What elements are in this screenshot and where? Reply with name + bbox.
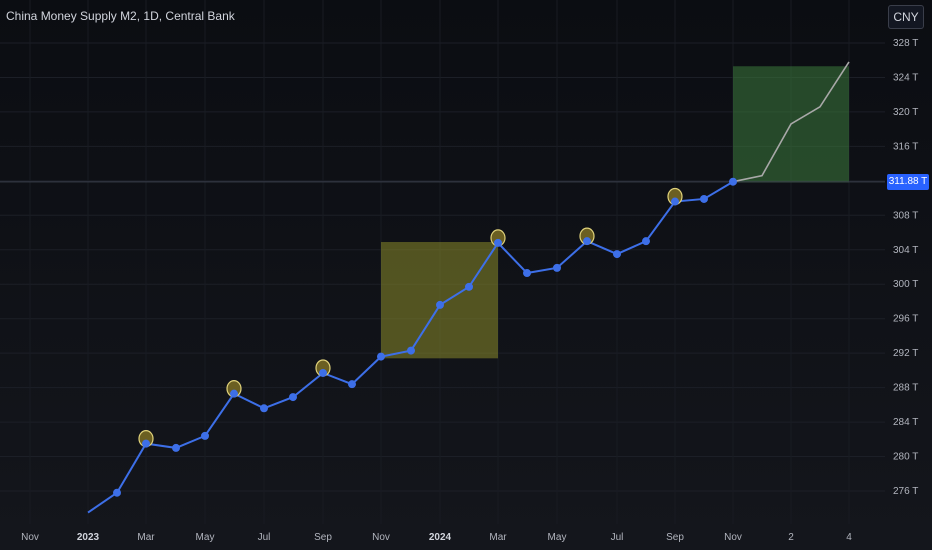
currency-button[interactable]: CNY bbox=[888, 5, 924, 29]
data-point bbox=[319, 368, 327, 377]
x-tick-label: 2024 bbox=[429, 532, 452, 543]
data-point bbox=[142, 439, 150, 448]
data-point bbox=[289, 393, 297, 402]
x-tick-label: Nov bbox=[724, 532, 742, 543]
x-tick-label: 4 bbox=[846, 532, 852, 543]
highlight-boxes bbox=[381, 66, 849, 359]
last-price-badge: 311.88 T bbox=[887, 173, 929, 190]
y-tick-label: 324 T bbox=[893, 72, 918, 83]
grid-lines bbox=[0, 0, 885, 524]
x-tick-label: Sep bbox=[666, 532, 684, 543]
y-tick-label: 308 T bbox=[893, 210, 918, 221]
x-tick-label: 2 bbox=[788, 532, 794, 543]
y-tick-label: 300 T bbox=[893, 279, 918, 290]
data-point bbox=[583, 237, 591, 246]
chart-title: China Money Supply M2, 1D, Central Bank bbox=[6, 9, 235, 23]
data-point bbox=[407, 346, 415, 355]
x-tick-label: Nov bbox=[21, 532, 39, 543]
x-tick-label: Nov bbox=[372, 532, 390, 543]
x-tick-label: Jul bbox=[258, 532, 271, 543]
data-point bbox=[201, 431, 209, 440]
y-tick-label: 296 T bbox=[893, 314, 918, 325]
x-tick-label: Mar bbox=[137, 532, 155, 543]
x-tick-label: May bbox=[196, 532, 215, 543]
x-axis[interactable]: Nov 2023 Mar May Jul Sep Nov 2024 Mar May Jul Sep No… bbox=[21, 532, 852, 543]
data-point bbox=[553, 263, 561, 272]
data-point bbox=[523, 269, 531, 278]
y-tick-label: 276 T bbox=[893, 486, 918, 497]
data-point bbox=[613, 250, 621, 259]
data-point bbox=[642, 237, 650, 246]
x-tick-label: 2023 bbox=[77, 532, 100, 543]
y-tick-label: 320 T bbox=[893, 107, 918, 118]
data-point bbox=[172, 443, 180, 452]
series-line-projection bbox=[732, 61, 850, 183]
data-point bbox=[671, 197, 679, 206]
x-tick-label: May bbox=[548, 532, 567, 543]
data-point bbox=[113, 488, 121, 497]
highlight-box-yellow bbox=[381, 242, 498, 359]
y-tick-label: 292 T bbox=[893, 348, 918, 359]
x-tick-label: Sep bbox=[314, 532, 332, 543]
data-point bbox=[700, 194, 708, 203]
data-point bbox=[436, 300, 444, 309]
y-tick-label: 304 T bbox=[893, 245, 918, 256]
x-tick-label: Mar bbox=[489, 532, 507, 543]
y-tick-label: 328 T bbox=[893, 38, 918, 49]
data-point bbox=[465, 282, 473, 291]
data-points bbox=[113, 177, 737, 497]
y-tick-label: 284 T bbox=[893, 417, 918, 428]
data-point bbox=[377, 352, 385, 361]
y-tick-label: 288 T bbox=[893, 383, 918, 394]
y-tick-label: 280 T bbox=[893, 452, 918, 463]
data-point bbox=[494, 238, 502, 247]
data-point bbox=[729, 177, 737, 186]
data-point bbox=[260, 404, 268, 413]
y-tick-label: 316 T bbox=[893, 141, 918, 152]
data-point bbox=[348, 380, 356, 389]
x-tick-label: Jul bbox=[611, 532, 624, 543]
data-point bbox=[230, 389, 238, 398]
